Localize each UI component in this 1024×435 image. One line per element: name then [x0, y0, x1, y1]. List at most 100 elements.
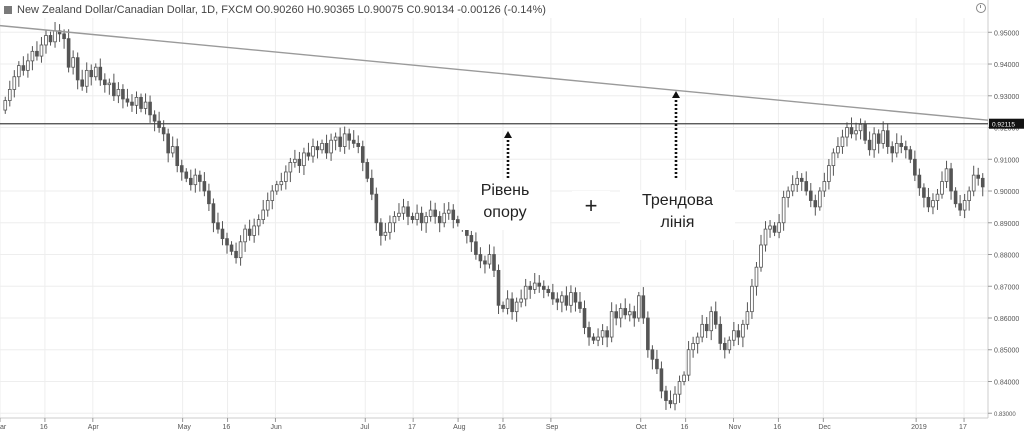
- candle-body: [44, 35, 48, 46]
- candle-body: [790, 184, 795, 192]
- symbol-icon: [4, 6, 12, 14]
- candle-body: [582, 308, 587, 328]
- candle-body: [980, 177, 985, 188]
- candle-body: [112, 82, 116, 97]
- candle-body: [890, 146, 895, 154]
- candle-body: [324, 142, 329, 154]
- candle-body: [953, 190, 958, 205]
- candle-body: [523, 285, 528, 300]
- candle-body: [962, 200, 967, 211]
- candle-body: [564, 295, 569, 306]
- candle-body: [514, 301, 519, 313]
- candle-body: [315, 146, 320, 151]
- candle-body: [609, 311, 614, 338]
- candle-body: [3, 100, 8, 111]
- candle-body: [505, 298, 510, 309]
- candle-body: [519, 298, 523, 303]
- candle-body: [225, 238, 229, 246]
- candle-body: [917, 174, 922, 189]
- candle-body: [392, 216, 397, 224]
- candle-body: [795, 177, 800, 186]
- y-tick-label: 0.85000: [994, 348, 1019, 355]
- candle-body: [48, 35, 53, 43]
- candle-body: [166, 133, 170, 154]
- clock-icon[interactable]: [976, 3, 986, 13]
- candle-body: [822, 181, 827, 192]
- candle-body: [695, 336, 700, 344]
- candle-body: [808, 190, 813, 201]
- candle-body: [537, 282, 542, 287]
- x-tick-label: 16: [773, 424, 781, 431]
- candle-body: [849, 127, 854, 135]
- candle-body: [741, 323, 745, 338]
- candle-body: [478, 254, 483, 262]
- y-tick-label: 0.92000: [994, 126, 1019, 133]
- candle-body: [967, 190, 971, 201]
- y-tick-label: 0.89000: [994, 221, 1019, 228]
- candle-body: [682, 374, 686, 382]
- candle-body: [256, 219, 261, 227]
- trend-line: [0, 24, 989, 121]
- candle-body: [410, 216, 415, 220]
- candle-body: [922, 187, 926, 198]
- candle-body: [560, 295, 564, 303]
- candle-body: [781, 196, 786, 224]
- candle-body: [433, 209, 437, 217]
- candle-body: [347, 133, 351, 141]
- candle-body: [157, 120, 161, 128]
- candle-body: [528, 285, 533, 290]
- trendline-label-line1: Трендова: [642, 192, 713, 209]
- x-tick-label: Apr: [88, 424, 100, 431]
- candle-body: [668, 400, 673, 405]
- candle-body: [650, 349, 655, 360]
- candle-body: [351, 139, 356, 144]
- candle-body: [121, 89, 125, 100]
- candle-body: [388, 222, 392, 233]
- candle-body: [247, 228, 252, 236]
- candle-body: [591, 336, 596, 341]
- y-axis: 0.95000 0.94000 0.93000 0.92000 0.91000 0.900…: [987, 0, 1019, 418]
- candle-body: [293, 158, 297, 163]
- candle-body: [492, 254, 496, 271]
- candle-body: [971, 174, 976, 192]
- candle-body: [976, 174, 981, 179]
- candle-body: [184, 171, 189, 179]
- candle-body: [899, 142, 904, 147]
- candle-body: [53, 30, 57, 43]
- candle-body: [759, 244, 763, 268]
- trendline-arrow-head: [672, 91, 680, 98]
- candle-body: [469, 235, 474, 243]
- candle-body: [904, 146, 908, 151]
- candle-body: [646, 317, 650, 351]
- candle-body: [655, 358, 659, 370]
- candle-body: [777, 222, 781, 233]
- candle-body: [691, 342, 695, 351]
- x-axis: ar 16 Apr May 16 Jun Jul 17 Aug 16 Sep Oct 16 Nov 16 De…: [0, 417, 988, 431]
- candle-body: [894, 142, 899, 154]
- x-tick-label: 16: [223, 424, 231, 431]
- candle-body: [854, 130, 858, 135]
- candle-body: [17, 65, 21, 78]
- candle-body: [243, 228, 247, 243]
- candle-body: [202, 181, 207, 192]
- candle-body: [12, 76, 17, 90]
- candle-body: [39, 44, 44, 57]
- y-tick-label: 0.95000: [994, 30, 1019, 37]
- candle-body: [578, 301, 582, 309]
- candle-body: [26, 60, 30, 71]
- candle-body: [799, 177, 804, 182]
- candle-body: [207, 190, 211, 205]
- candle-body: [442, 212, 447, 224]
- candle-body: [437, 216, 442, 224]
- candle-body: [569, 292, 573, 306]
- x-tick-label: ar: [0, 424, 7, 431]
- candle-body: [193, 174, 198, 186]
- candle-body: [573, 292, 578, 303]
- candle-body: [220, 228, 225, 240]
- candle-body: [148, 101, 152, 116]
- x-tick-label: Nov: [729, 424, 742, 431]
- candle-body: [632, 311, 637, 319]
- candle-body: [555, 298, 560, 303]
- candle-body: [709, 311, 714, 332]
